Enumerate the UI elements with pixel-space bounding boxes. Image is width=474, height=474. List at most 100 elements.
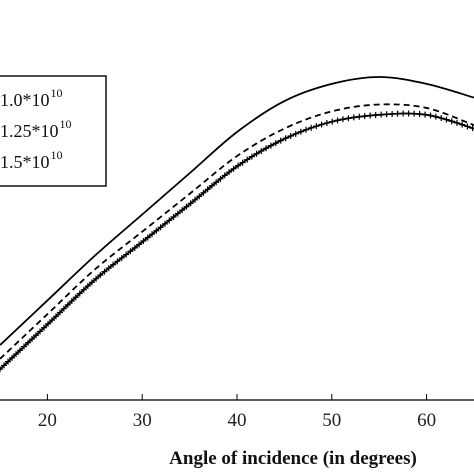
plus-marker (187, 200, 194, 207)
legend-exponent-2: 10 (60, 117, 72, 131)
plus-marker (416, 111, 423, 118)
plus-marker (361, 113, 368, 120)
plus-marker (29, 336, 36, 343)
plus-marker (123, 251, 130, 258)
plus-marker (372, 112, 379, 119)
x-tick-label: 40 (228, 410, 247, 431)
plus-marker (166, 217, 173, 224)
legend-exponent-1: 10 (51, 86, 63, 100)
x-tick-label: 50 (322, 410, 341, 431)
plus-marker (394, 110, 401, 117)
plus-marker (323, 119, 330, 126)
plus-marker (84, 282, 91, 289)
plus-marker (448, 118, 455, 125)
plus-marker (72, 294, 79, 301)
plus-marker (140, 238, 147, 245)
plus-marker (405, 110, 412, 117)
plus-marker (118, 254, 125, 261)
x-tick-label: 60 (417, 410, 436, 431)
series-line-2 (0, 103, 474, 360)
plus-marker (105, 265, 112, 272)
plus-marker (282, 135, 289, 142)
plus-marker (313, 123, 320, 130)
plus-marker (345, 115, 352, 122)
plus-marker (389, 110, 396, 117)
plus-marker (422, 111, 429, 118)
plus-marker (97, 272, 104, 279)
plus-marker (68, 298, 75, 305)
x-tick-label: 20 (38, 410, 57, 431)
plus-marker (157, 224, 164, 231)
plus-marker (230, 165, 237, 172)
plus-marker (239, 159, 246, 166)
plus-marker (235, 162, 242, 169)
plus-marker (432, 113, 439, 120)
plus-marker (400, 110, 407, 117)
plus-marker (127, 248, 134, 255)
plus-marker (378, 111, 385, 118)
legend-box (0, 75, 107, 187)
plus-marker (383, 111, 390, 118)
plus-marker (339, 116, 346, 123)
x-axis-title: Angle of incidence (in degrees) (169, 448, 417, 469)
plus-marker (9, 354, 16, 361)
plus-marker (33, 332, 40, 339)
legend-entry-1: 1.0*10 (0, 90, 50, 110)
plus-marker (200, 189, 207, 196)
plus-marker (244, 156, 251, 163)
plus-marker (263, 145, 270, 152)
plus-marker (60, 305, 67, 312)
plus-marker (114, 258, 121, 265)
plus-marker (5, 358, 12, 365)
plus-marker (272, 140, 279, 147)
plus-marker (179, 207, 186, 214)
legend-entry-2: 1.25*10 (0, 121, 59, 141)
plus-marker (183, 203, 190, 210)
plus-marker (334, 117, 341, 124)
plus-marker (76, 290, 83, 297)
plus-marker (170, 214, 177, 221)
plus-marker (217, 175, 224, 182)
plus-marker (464, 123, 471, 130)
x-tick-label: 30 (133, 410, 152, 431)
plus-marker (88, 279, 95, 286)
plus-marker (258, 147, 265, 154)
plus-marker (308, 124, 315, 131)
plus-marker (174, 210, 181, 217)
plus-marker (292, 130, 299, 137)
plus-marker (49, 317, 56, 324)
plus-marker (469, 125, 474, 132)
plus-marker (153, 227, 160, 234)
plus-marker (213, 179, 220, 186)
plus-marker (56, 309, 63, 316)
plus-marker (208, 182, 215, 189)
plus-marker (411, 110, 418, 117)
plus-marker (318, 121, 325, 128)
plus-marker (350, 114, 357, 121)
x-ticks: 20 30 40 50 60 (38, 394, 436, 431)
plus-marker (453, 119, 460, 126)
plus-marker (80, 286, 87, 293)
plus-marker (131, 244, 138, 251)
plus-marker (161, 220, 168, 227)
plus-marker (226, 169, 233, 176)
plus-marker (1, 362, 8, 369)
plus-marker (17, 347, 24, 354)
plus-marker (41, 324, 48, 331)
plus-marker (0, 366, 3, 373)
plus-marker (45, 320, 52, 327)
plus-marker (302, 126, 309, 133)
plus-marker (297, 128, 304, 135)
plus-marker (93, 275, 100, 282)
plus-marker (287, 133, 294, 140)
series-markers-3 (0, 110, 474, 373)
plus-marker (191, 196, 198, 203)
plus-marker (13, 351, 20, 358)
legend-entry-3: 1.5*10 (0, 152, 50, 172)
plus-marker (438, 115, 445, 122)
plus-marker (267, 142, 274, 149)
series-line-1 (0, 76, 474, 346)
plus-marker (37, 328, 44, 335)
series-layer (0, 76, 474, 373)
